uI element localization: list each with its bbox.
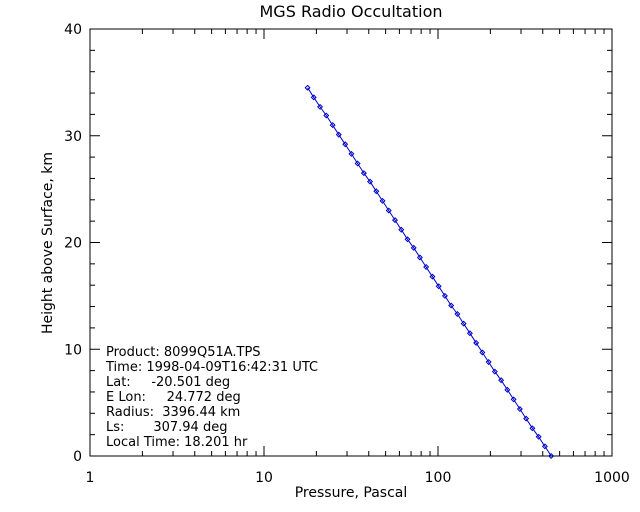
y-tick-label: 30 [64, 129, 82, 145]
y-tick-label: 10 [64, 342, 82, 358]
y-tick-label: 20 [64, 236, 82, 252]
data-point [335, 131, 342, 138]
data-point [354, 160, 361, 167]
info-radius: Radius: 3396.44 km [106, 405, 240, 420]
data-point [523, 415, 530, 422]
x-tick-label: 1000 [594, 470, 630, 486]
y-axis-label: Height above Surface, km [40, 152, 56, 334]
data-point [435, 283, 442, 290]
data-point [485, 359, 492, 366]
data-point [504, 386, 511, 393]
data-point [473, 339, 480, 346]
data-point [367, 178, 374, 185]
data-point [348, 150, 355, 157]
data-point [441, 292, 448, 299]
data-point [410, 244, 417, 251]
y-axis: 0 10 20 30 40 [64, 22, 612, 465]
info-lat: Lat: -20.501 deg [106, 375, 230, 390]
info-product: Product: 8099Q51A.TPS [106, 345, 261, 360]
data-point [416, 254, 423, 261]
data-point [373, 188, 380, 195]
info-time: Time: 1998-04-09T16:42:31 UTC [105, 360, 318, 375]
data-point [479, 349, 486, 356]
data-point [304, 84, 311, 91]
data-point [360, 170, 367, 177]
info-ls: Ls: 307.94 deg [106, 420, 227, 435]
data-point [385, 207, 392, 214]
data-point [448, 302, 455, 309]
data-point [491, 368, 498, 375]
x-axis-label: Pressure, Pascal [295, 485, 408, 501]
data-point [529, 425, 536, 432]
data-point [404, 236, 411, 243]
data-point [454, 311, 461, 318]
data-point [466, 330, 473, 337]
data-point [342, 141, 349, 148]
chart-title: MGS Radio Occultation [260, 2, 443, 21]
data-point [329, 122, 336, 129]
data-point [323, 112, 330, 119]
x-axis: 1 10 100 1000 [86, 29, 630, 486]
data-point [317, 103, 324, 110]
info-block: Product: 8099Q51A.TPS Time: 1998-04-09T1… [105, 345, 318, 450]
data-point [498, 377, 505, 384]
x-tick-label: 1 [86, 470, 95, 486]
info-elon: E Lon: 24.772 deg [106, 390, 241, 405]
data-point [429, 273, 436, 280]
data-point [516, 406, 523, 413]
y-tick-label: 40 [64, 22, 82, 38]
data-point [510, 396, 517, 403]
info-local-time: Local Time: 18.201 hr [106, 435, 248, 450]
series-group [304, 84, 555, 460]
y-tick-label: 0 [73, 449, 82, 465]
data-point [391, 217, 398, 224]
series-line [307, 87, 552, 457]
data-point [535, 433, 542, 440]
data-point [398, 226, 405, 233]
data-point [310, 94, 317, 101]
data-point [423, 264, 430, 271]
x-tick-label: 100 [425, 470, 452, 486]
x-tick-label: 10 [255, 470, 273, 486]
data-point [548, 452, 555, 460]
data-point [379, 197, 386, 204]
data-point [541, 443, 548, 450]
data-point [460, 320, 467, 327]
